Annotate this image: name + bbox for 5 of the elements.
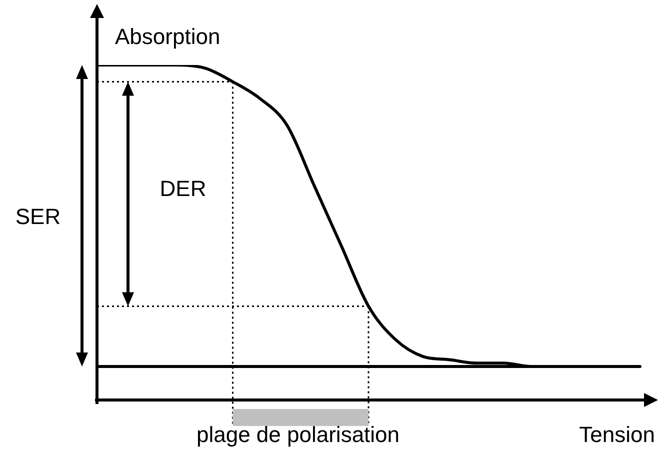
y-axis-title: Absorption [115,24,220,50]
x-axis-title: Tension [579,422,655,448]
annotation: DER [160,176,206,202]
text: SER [15,204,61,230]
text: plage de polarisation [196,422,400,448]
